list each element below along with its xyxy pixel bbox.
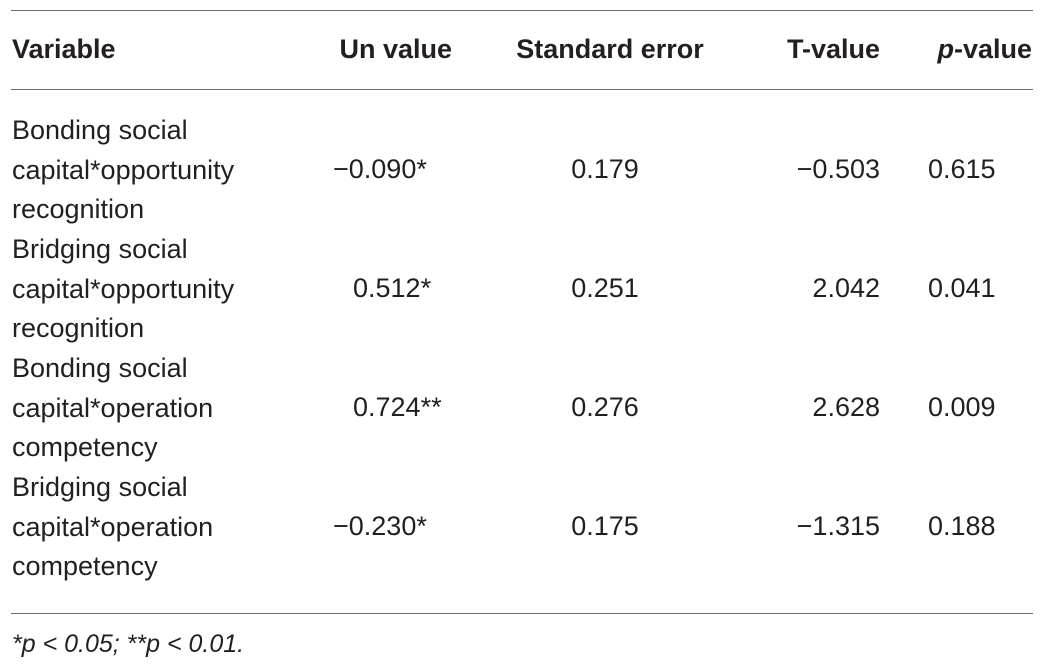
header-p-value: p-value bbox=[905, 30, 1032, 70]
table-row-2-t-value: 2.042 bbox=[812, 273, 880, 303]
table-row-4-standard-error: 0.175 bbox=[571, 511, 639, 541]
variable-line: Bridging social bbox=[12, 234, 188, 264]
table-row-3-standard-error: 0.276 bbox=[571, 392, 639, 422]
variable-line: recognition bbox=[12, 313, 145, 343]
table-row-4-variable: Bridging social capital*operation compet… bbox=[12, 468, 302, 587]
variable-line: competency bbox=[12, 432, 158, 462]
header-p-italic: p bbox=[937, 34, 954, 64]
table-row-3-variable: Bonding social capital*operation compete… bbox=[12, 349, 302, 468]
bottom-rule bbox=[11, 613, 1033, 614]
variable-line: Bonding social bbox=[12, 353, 188, 383]
table-row-4-p-value: 0.188 bbox=[928, 511, 996, 541]
table-row-1-standard-error: 0.179 bbox=[571, 154, 639, 184]
table-row-3-t-value: 2.628 bbox=[812, 392, 880, 422]
table-row-4-t-value: −1.315 bbox=[796, 511, 880, 541]
variable-line: capital*operation bbox=[12, 392, 214, 423]
header-un-value: Un value bbox=[339, 34, 452, 64]
table-row-3-un-value: 0.724** bbox=[353, 392, 442, 422]
table-row-2-p-value: 0.041 bbox=[928, 273, 996, 303]
header-standard-error: Standard error bbox=[516, 34, 704, 64]
table-row-1-p-value: 0.615 bbox=[928, 154, 996, 184]
table-row-1-variable: Bonding social capital*opportunity recog… bbox=[12, 111, 302, 230]
table-row-4-un-value: −0.230* bbox=[333, 511, 427, 541]
variable-line: capital*opportunity bbox=[12, 154, 235, 185]
header-t-value: T-value bbox=[786, 34, 880, 64]
header-variable: Variable bbox=[12, 34, 116, 64]
table-footnote: *p < 0.05; **p < 0.01. bbox=[12, 630, 245, 658]
table-row-2-variable: Bridging social capital*opportunity reco… bbox=[12, 230, 302, 349]
table-row-3-p-value: 0.009 bbox=[928, 392, 996, 422]
table-row-1-t-value: −0.503 bbox=[796, 154, 880, 184]
variable-line: competency bbox=[12, 551, 158, 581]
variable-line: Bonding social bbox=[12, 115, 188, 145]
variable-line: Bridging social bbox=[12, 472, 188, 502]
table-row-2-un-value: 0.512* bbox=[353, 273, 432, 303]
table-row-2-standard-error: 0.251 bbox=[571, 273, 639, 303]
variable-line: capital*opportunity bbox=[12, 273, 235, 304]
header-p-rest: -value bbox=[953, 34, 1032, 64]
table-row-1-un-value: −0.090* bbox=[333, 154, 427, 184]
header-rule bbox=[11, 89, 1033, 90]
variable-line: capital*operation bbox=[12, 511, 214, 542]
variable-line: recognition bbox=[12, 194, 145, 224]
top-rule bbox=[11, 10, 1033, 11]
